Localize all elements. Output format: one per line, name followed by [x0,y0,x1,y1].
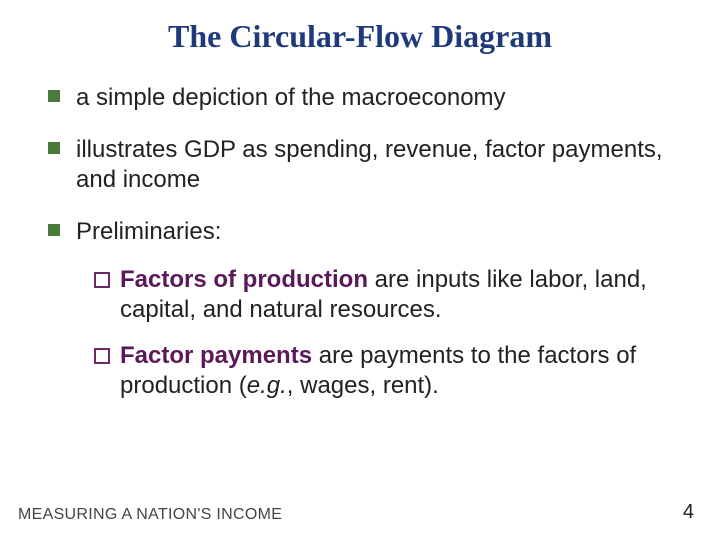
sub-bullet-item: Factor payments are payments to the fact… [94,341,680,401]
slide: The Circular-Flow Diagram a simple depic… [0,0,720,540]
footer-text: MEASURING A NATION'S INCOME [18,506,282,524]
italic-text: e.g. [247,372,287,399]
term-highlight: Factor payments [120,342,312,369]
term-highlight: Factors of production [120,266,368,293]
sub-bullet-list: Factors of production are inputs like la… [76,265,680,401]
bullet-item: Preliminaries: Factors of production are… [46,217,680,401]
sub-bullet-item: Factors of production are inputs like la… [94,265,680,325]
bullet-item: illustrates GDP as spending, revenue, fa… [46,135,680,195]
bullet-text: a simple depiction of the macroeconomy [76,84,506,111]
bullet-list: a simple depiction of the macroeconomy i… [40,83,680,401]
bullet-text: Preliminaries: [76,218,221,245]
bullet-text: illustrates GDP as spending, revenue, fa… [76,136,663,193]
bullet-item: a simple depiction of the macroeconomy [46,83,680,113]
page-number: 4 [683,501,694,524]
slide-title: The Circular-Flow Diagram [40,18,680,55]
sub-bullet-text: , wages, rent). [287,372,439,399]
